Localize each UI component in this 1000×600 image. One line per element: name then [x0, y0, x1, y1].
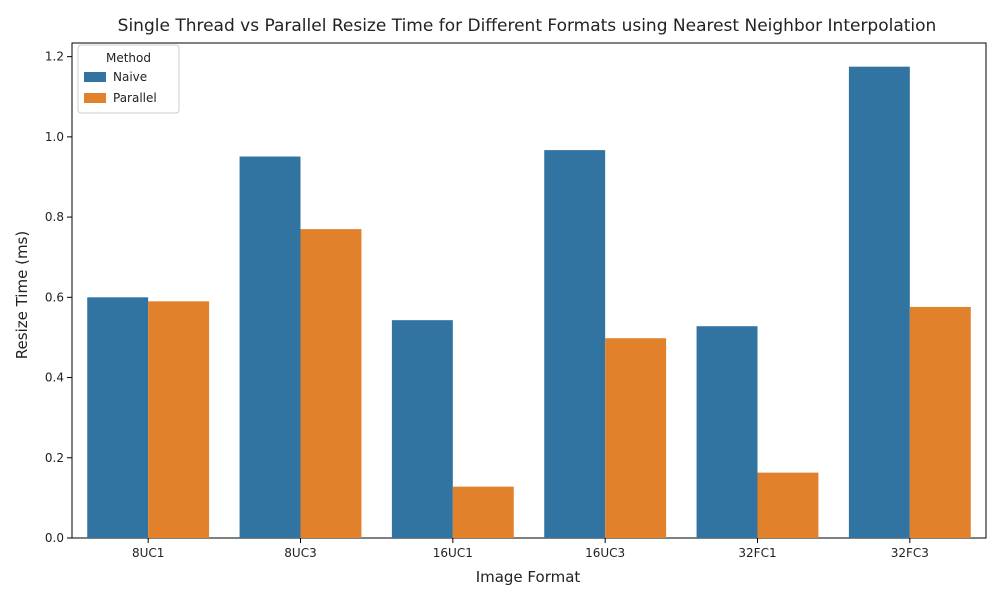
bar-parallel-8uc3: [300, 229, 362, 538]
y-axis: 0.0 0.2 0.4 0.6 0.8 1.0 1.2: [45, 50, 72, 545]
plot-frame: [71, 42, 987, 539]
x-tick-label: 8UC1: [132, 546, 164, 560]
x-tick-label: 16UC1: [433, 546, 473, 560]
y-tick-label: 1.0: [45, 130, 64, 144]
legend-label-parallel: Parallel: [113, 91, 157, 105]
bar-parallel-32fc1: [757, 472, 819, 538]
y-tick-label: 0.6: [45, 290, 64, 304]
chart-title: Single Thread vs Parallel Resize Time fo…: [118, 16, 937, 36]
y-tick-label: 0.4: [45, 371, 64, 385]
y-tick-label: 0.0: [45, 531, 64, 545]
bar-naive-32fc3: [848, 66, 910, 539]
x-tick-label: 16UC3: [585, 546, 625, 560]
x-tick-label: 8UC3: [284, 546, 316, 560]
legend-swatch-parallel: [84, 93, 106, 103]
x-axis-label: Image Format: [476, 568, 581, 586]
bar-parallel-8uc1: [148, 301, 210, 538]
bar-naive-8uc1: [87, 297, 149, 538]
x-axis: 8UC1 8UC3 16UC1 16UC3 32FC1 32FC3: [132, 538, 929, 560]
legend: Method Naive Parallel: [77, 44, 180, 114]
y-tick-label: 0.8: [45, 210, 64, 224]
bar-parallel-16uc3: [605, 338, 667, 538]
legend-swatch-naive: [84, 72, 106, 82]
legend-title: Method: [106, 51, 151, 65]
bar-naive-16uc3: [544, 150, 606, 538]
bar-naive-8uc3: [239, 156, 301, 538]
bar-naive-16uc1: [391, 320, 453, 538]
bars: [87, 66, 971, 539]
bar-parallel-16uc1: [452, 486, 514, 538]
y-tick-label: 0.2: [45, 451, 64, 465]
y-axis-label: Resize Time (ms): [13, 231, 31, 359]
bar-naive-32fc1: [696, 326, 758, 538]
plot-area: [71, 42, 987, 539]
legend-label-naive: Naive: [113, 70, 147, 84]
y-tick-label: 1.2: [45, 50, 64, 64]
x-tick-label: 32FC3: [891, 546, 929, 560]
x-tick-label: 32FC1: [738, 546, 776, 560]
bar-parallel-32fc3: [909, 306, 971, 538]
